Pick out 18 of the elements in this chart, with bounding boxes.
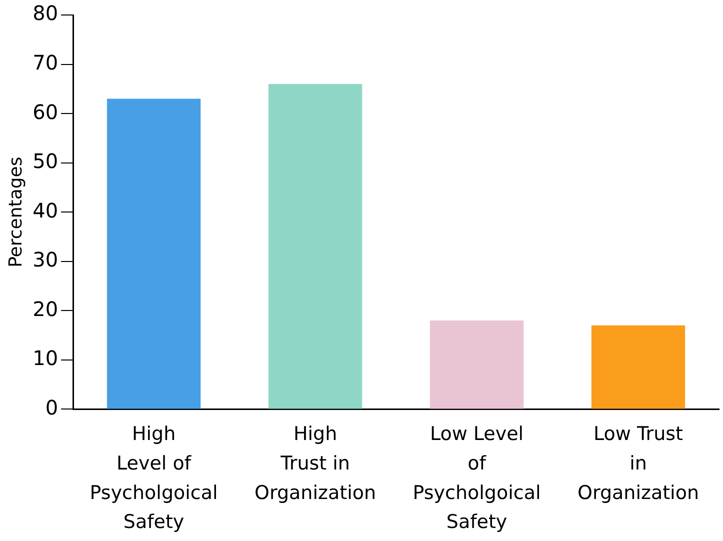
- y-tick-label: 0: [45, 395, 58, 420]
- x-tick-label: High Level of Psycholgoical Safety: [90, 422, 218, 534]
- bar: [268, 84, 362, 409]
- y-tick-label: 30: [32, 248, 58, 272]
- y-tick-label: 20: [32, 296, 58, 321]
- x-tick-label: Low Level of Psycholgoical Safety: [412, 422, 541, 534]
- y-tick-label: 60: [32, 100, 58, 124]
- bar: [591, 325, 686, 409]
- bar: [106, 98, 201, 409]
- y-tick-label: 10: [32, 346, 58, 370]
- x-tick-label: Low Trust in Organization: [578, 422, 699, 504]
- y-tick-label: 50: [32, 149, 58, 174]
- y-tick-label: 40: [32, 198, 58, 222]
- x-tick-label: High Trust in Organization: [254, 422, 376, 504]
- bar: [430, 320, 524, 409]
- y-axis-title: Percentages: [5, 156, 26, 268]
- y-tick-label: 80: [32, 1, 58, 26]
- y-tick-label: 70: [32, 50, 58, 74]
